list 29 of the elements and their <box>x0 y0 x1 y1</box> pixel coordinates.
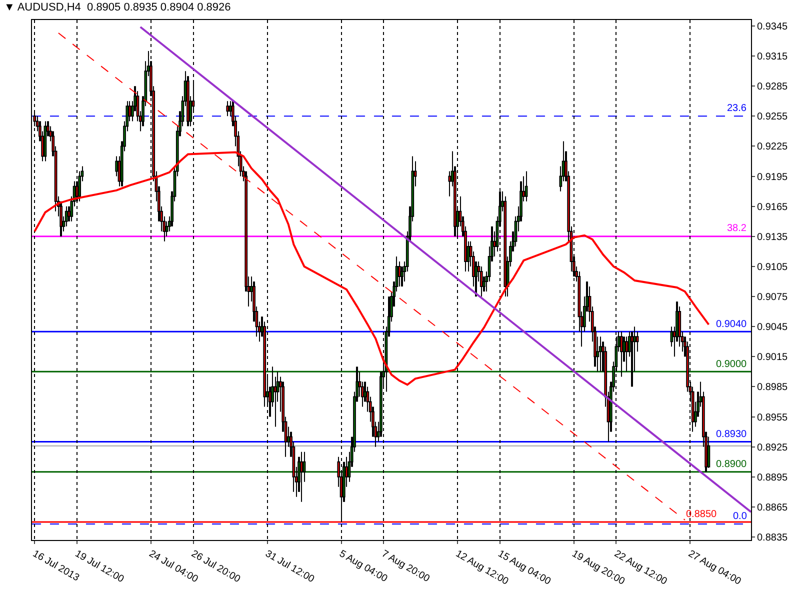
y-tick-label: 0.8925 <box>757 442 788 454</box>
y-tick-label: 0.9345 <box>757 22 788 33</box>
ref-line-label: 0.8900 <box>716 459 748 470</box>
y-tick-label: 0.9315 <box>757 52 788 63</box>
y-tick-label: 0.9255 <box>757 112 788 123</box>
y-tick-label: 0.9225 <box>757 142 788 153</box>
ref-line-label: 0.8930 <box>716 429 748 440</box>
y-tick-label: 0.9075 <box>757 292 788 304</box>
y-tick-label: 0.9195 <box>757 172 788 183</box>
y-tick-label: 0.8955 <box>757 412 788 424</box>
x-tick-label: 27 Aug 04:00 <box>686 548 744 588</box>
y-tick-label: 0.8865 <box>757 502 788 514</box>
y-tick-label: 0.9285 <box>757 82 788 93</box>
y-tick-label: 0.8985 <box>757 382 788 394</box>
ref-line-label: 0.9040 <box>716 319 748 330</box>
annotation: 23.6 <box>727 103 747 114</box>
ref-line-label: 0.9000 <box>716 359 748 370</box>
x-tick-label: 31 Jul 12:00 <box>263 548 316 586</box>
y-tick-label: 0.8895 <box>757 472 788 484</box>
y-tick-label: 0.9105 <box>757 262 788 273</box>
y-tick-label: 0.9165 <box>757 202 788 213</box>
ref-line-label: 0.8850 <box>686 509 718 520</box>
y-tick-label: 0.9045 <box>757 322 788 334</box>
annotation: 38.2 <box>727 223 747 234</box>
y-tick-label: 0.9135 <box>757 232 788 243</box>
chart-title: ▼ AUDUSD,H4 0.8905 0.8935 0.8904 0.8926 <box>4 2 231 14</box>
annotation: 0.0 <box>733 511 748 522</box>
y-tick-label: 0.9015 <box>757 352 788 364</box>
y-tick-label: 0.8835 <box>757 532 788 544</box>
